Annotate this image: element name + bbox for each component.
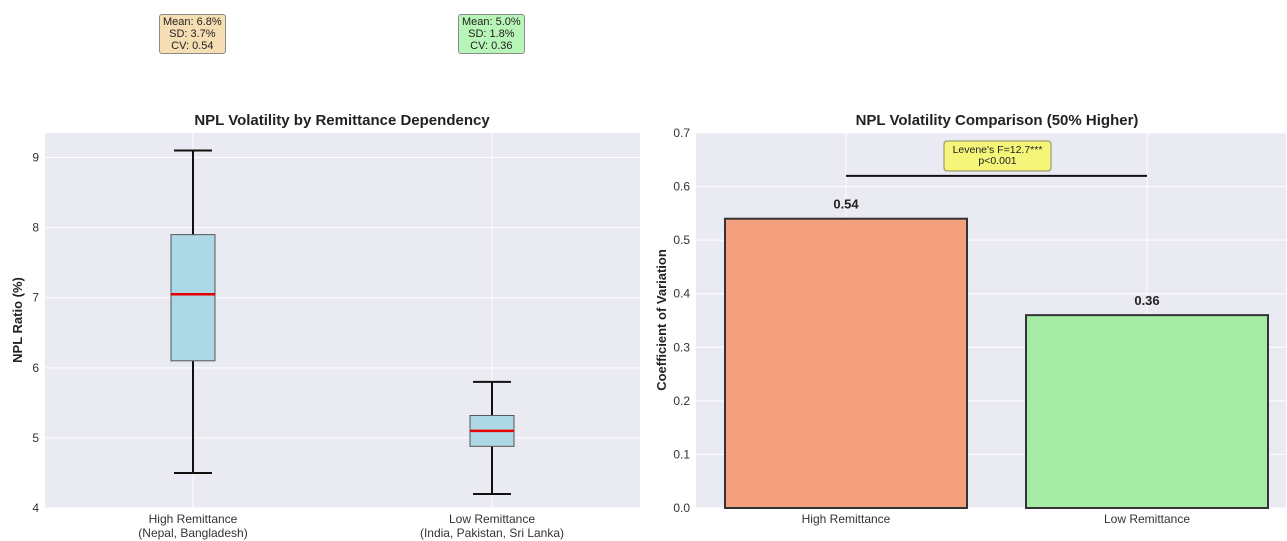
levene-annotation: Levene's F=12.7***p<0.001 <box>846 140 1147 177</box>
y-tick-label: 0.0 <box>673 501 690 515</box>
y-tick-label: 7 <box>32 291 39 305</box>
barchart-title: NPL Volatility Comparison (50% Higher) <box>856 112 1139 129</box>
boxplot-x-ticks: High Remittance(Nepal, Bangladesh) Low Re… <box>138 512 564 540</box>
x-tick-label: (India, Pakistan, Sri Lanka) <box>420 526 564 540</box>
y-tick-label: 5 <box>32 431 39 445</box>
bar <box>724 217 968 509</box>
barchart-y-ticks: 0.0 0.1 0.2 0.3 0.4 0.5 0.6 0.7 <box>673 126 690 515</box>
stats-box-high: Mean: 6.8% SD: 3.7% CV: 0.54 <box>159 14 226 54</box>
boxplot-marks <box>170 149 515 495</box>
boxplot-y-ticks: 4 5 6 7 8 9 <box>32 151 39 515</box>
y-tick-label: 0.4 <box>673 287 690 301</box>
barchart-marks: 0.54 0.36 <box>724 197 1269 509</box>
stats-sd: SD: 3.7% <box>169 28 216 40</box>
levene-text: p<0.001 <box>978 155 1016 167</box>
x-tick-label: Low Remittance <box>449 512 535 526</box>
y-tick-label: 0.1 <box>673 447 690 461</box>
y-tick-label: 0.6 <box>673 180 690 194</box>
stats-sd: SD: 1.8% <box>468 28 515 40</box>
x-tick-label: (Nepal, Bangladesh) <box>138 526 247 540</box>
y-tick-label: 4 <box>32 501 39 515</box>
y-tick-label: 0.2 <box>673 394 690 408</box>
levene-box <box>943 140 1052 172</box>
boxplot-y-label: NPL Ratio (%) <box>10 277 25 363</box>
x-tick-label: High Remittance <box>802 512 891 526</box>
y-tick-label: 9 <box>32 151 39 165</box>
bar-value-label: 0.36 <box>1134 293 1159 308</box>
y-tick-label: 0.7 <box>673 126 690 140</box>
stats-mean: Mean: 6.8% <box>163 16 222 28</box>
bar-value-label: 0.54 <box>833 197 859 212</box>
y-tick-label: 8 <box>32 221 39 235</box>
x-tick-label: High Remittance <box>149 512 238 526</box>
stats-cv: CV: 0.36 <box>470 40 513 52</box>
barchart-y-label: Coefficient of Variation <box>654 249 669 391</box>
stats-cv: CV: 0.54 <box>171 40 214 52</box>
y-tick-label: 0.3 <box>673 340 690 354</box>
x-tick-label: Low Remittance <box>1104 512 1190 526</box>
bar <box>1025 314 1269 509</box>
stats-box-low: Mean: 5.0% SD: 1.8% CV: 0.36 <box>458 14 525 54</box>
boxplot-plot-area <box>45 133 640 508</box>
box-iqr <box>170 234 216 362</box>
barchart-x-ticks: High Remittance Low Remittance <box>802 512 1191 526</box>
y-tick-label: 6 <box>32 361 39 375</box>
levene-text: Levene's F=12.7*** <box>953 144 1043 156</box>
boxplot-panel: 4 5 6 7 8 9 High Remittance(Nepal, Bangladesh… <box>10 112 640 540</box>
boxplot-title: NPL Volatility by Remittance Dependency <box>194 112 490 129</box>
stats-mean: Mean: 5.0% <box>462 16 521 28</box>
y-tick-label: 0.5 <box>673 233 690 247</box>
barchart-panel: 0.54 0.36 0.0 0.1 0.2 0.3 0.4 0.5 0.6 0.7 High R… <box>654 112 1286 526</box>
